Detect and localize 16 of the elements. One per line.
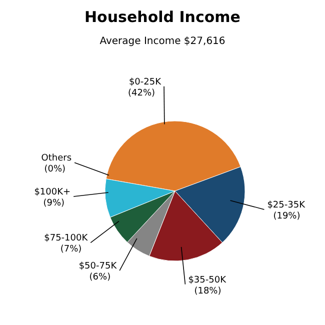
slice-label: $75-100K (44, 234, 89, 244)
data-label: (9%) (43, 198, 65, 209)
slice-label: $0-25K (128, 77, 162, 88)
chart-subtitle: Average Income $27,616 (98, 36, 226, 47)
data-label: (18%) (194, 286, 222, 296)
data-label: (42%) (128, 88, 156, 98)
data-label: (19%) (273, 211, 300, 222)
chart-title: Household Income (84, 8, 242, 26)
slice-label: $100K+ (34, 188, 71, 198)
slice-label: $35-50K (188, 275, 228, 286)
slice-label: $25-35K (267, 200, 306, 210)
text: (0%) (44, 164, 66, 175)
data-label: (6%) (89, 272, 111, 283)
data-label: (7%) (60, 244, 82, 255)
slice-label: $50-75K (78, 262, 118, 272)
category-label: Others (41, 154, 72, 164)
